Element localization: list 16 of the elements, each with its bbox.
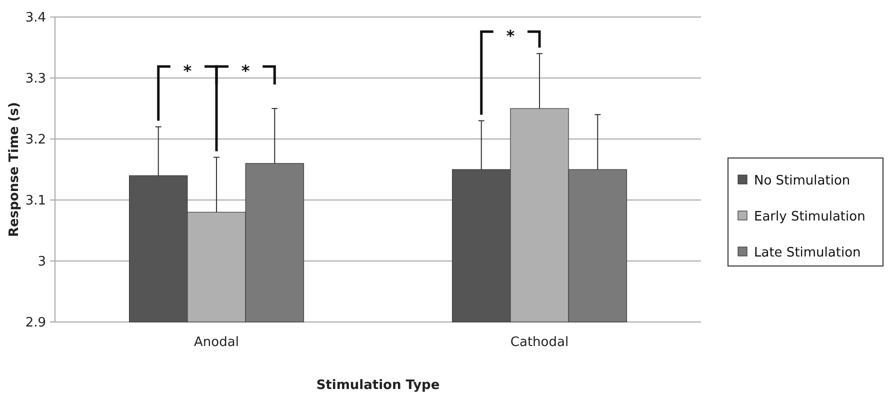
y-tick-label: 3.1 <box>25 194 46 209</box>
x-axis-title: Stimulation Type <box>316 378 440 393</box>
y-tick-label: 3.2 <box>25 132 46 148</box>
y-tick-label: 3 <box>38 254 46 270</box>
y-tick-label: 2.9 <box>25 316 46 331</box>
x-tick-label: Cathodal <box>510 335 569 350</box>
y-tick-label: 3.3 <box>25 72 46 87</box>
legend-label: Late Stimulation <box>754 246 861 261</box>
x-tick-label: Anodal <box>194 335 239 350</box>
y-axis-title: Response Time (s) <box>7 102 22 237</box>
legend-label: Early Stimulation <box>754 210 866 225</box>
annotation: * <box>241 62 250 80</box>
legend-label: No Stimulation <box>754 174 850 189</box>
annotation: * <box>506 26 516 46</box>
y-tick-label: 3.4 <box>25 10 46 26</box>
annotation: * <box>183 62 192 80</box>
